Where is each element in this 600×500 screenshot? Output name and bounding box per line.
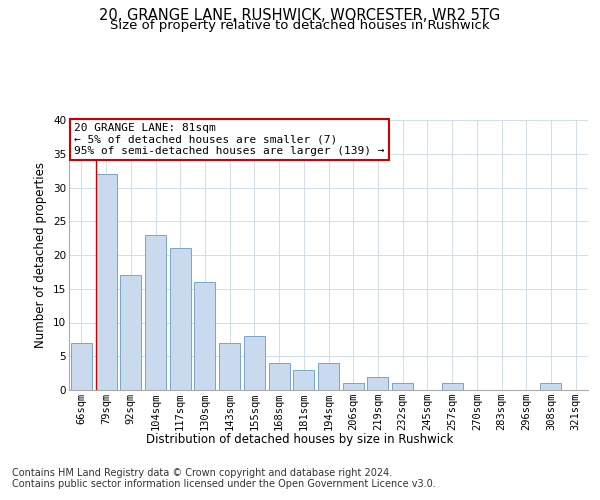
Bar — [269, 363, 290, 390]
Bar — [367, 376, 388, 390]
Bar — [120, 275, 141, 390]
Bar — [442, 383, 463, 390]
Bar — [343, 383, 364, 390]
Bar — [541, 383, 562, 390]
Bar — [170, 248, 191, 390]
Bar — [145, 235, 166, 390]
Bar — [194, 282, 215, 390]
Text: 20, GRANGE LANE, RUSHWICK, WORCESTER, WR2 5TG: 20, GRANGE LANE, RUSHWICK, WORCESTER, WR… — [100, 8, 500, 22]
Text: 20 GRANGE LANE: 81sqm
← 5% of detached houses are smaller (7)
95% of semi-detach: 20 GRANGE LANE: 81sqm ← 5% of detached h… — [74, 122, 385, 156]
Bar — [219, 343, 240, 390]
Text: Contains public sector information licensed under the Open Government Licence v3: Contains public sector information licen… — [12, 479, 436, 489]
Bar — [318, 363, 339, 390]
Text: Contains HM Land Registry data © Crown copyright and database right 2024.: Contains HM Land Registry data © Crown c… — [12, 468, 392, 477]
Bar — [392, 383, 413, 390]
Y-axis label: Number of detached properties: Number of detached properties — [34, 162, 47, 348]
Bar — [71, 343, 92, 390]
Text: Distribution of detached houses by size in Rushwick: Distribution of detached houses by size … — [146, 432, 454, 446]
Bar — [293, 370, 314, 390]
Bar — [95, 174, 116, 390]
Bar — [244, 336, 265, 390]
Text: Size of property relative to detached houses in Rushwick: Size of property relative to detached ho… — [110, 18, 490, 32]
